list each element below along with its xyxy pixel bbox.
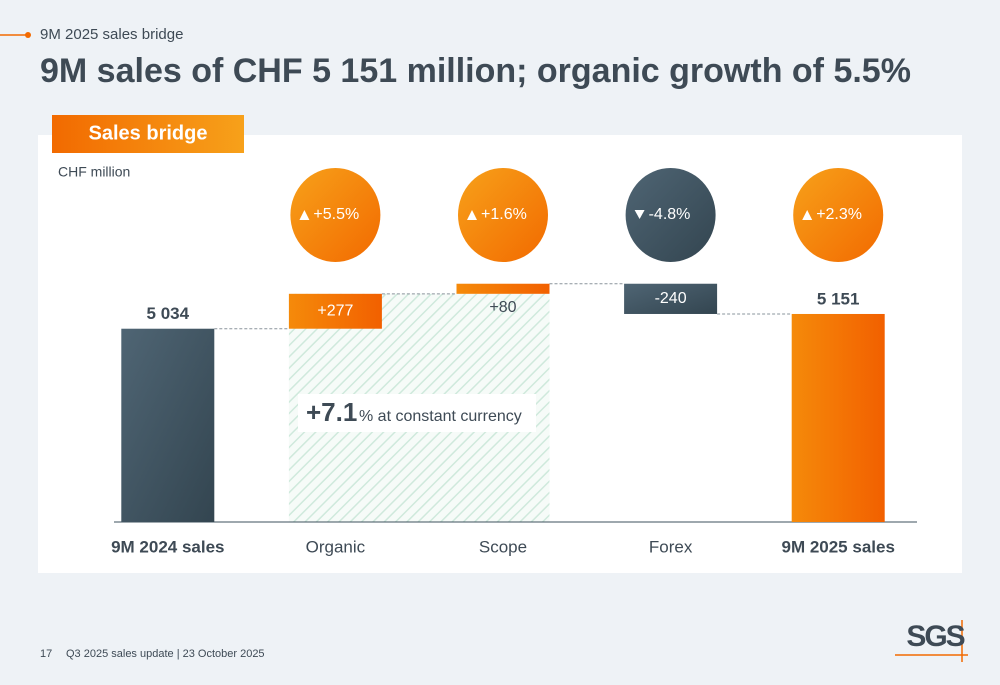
x-tick-label: Organic	[306, 537, 366, 556]
plot: 5 034 9M 2024 sales +277 Organic +5.5% +80 Sco…	[111, 168, 917, 556]
growth-bubble	[793, 168, 884, 262]
value-label: +80	[489, 299, 516, 316]
panel-tab	[52, 115, 244, 153]
unit-label: CHF million	[58, 164, 130, 180]
growth-label: +2.3%	[816, 206, 862, 223]
callout-value: +7.1	[306, 397, 357, 427]
callout-box	[298, 394, 536, 432]
x-tick-label: Scope	[479, 537, 527, 556]
value-label: -240	[655, 290, 687, 307]
footer-text: Q3 2025 sales update | 23 October 2025	[66, 648, 265, 660]
value-label: 5 034	[147, 304, 190, 323]
growth-arrow	[634, 210, 645, 219]
growth-label: +1.6%	[481, 206, 527, 223]
bar	[624, 283, 718, 314]
x-tick-label: 9M 2025 sales	[781, 537, 894, 556]
growth-bubble	[625, 168, 716, 262]
slide-title: 9M sales of CHF 5 151 million; organic g…	[40, 52, 911, 90]
header-dot	[25, 32, 31, 38]
growth-arrow	[299, 210, 310, 220]
growth-arrow	[802, 210, 813, 220]
growth-label: +5.5%	[313, 206, 359, 223]
section-label: 9M 2025 sales bridge	[40, 26, 183, 43]
value-label: 5 151	[817, 289, 860, 308]
growth-arrow	[467, 210, 477, 220]
bar	[456, 283, 550, 294]
x-tick-label: Forex	[649, 537, 693, 556]
growth-label: -4.8%	[649, 206, 691, 223]
logo: SGS	[906, 620, 964, 653]
growth-bubble	[458, 168, 548, 262]
value-label: +277	[317, 302, 353, 319]
panel-title: Sales bridge	[89, 122, 208, 144]
bar	[121, 328, 215, 522]
x-tick-label: 9M 2024 sales	[111, 537, 224, 556]
page-number: 17	[40, 648, 52, 660]
growth-bubble	[290, 168, 381, 262]
callout-text: % at constant currency	[359, 408, 522, 425]
bar	[288, 293, 382, 329]
bar	[791, 313, 885, 522]
